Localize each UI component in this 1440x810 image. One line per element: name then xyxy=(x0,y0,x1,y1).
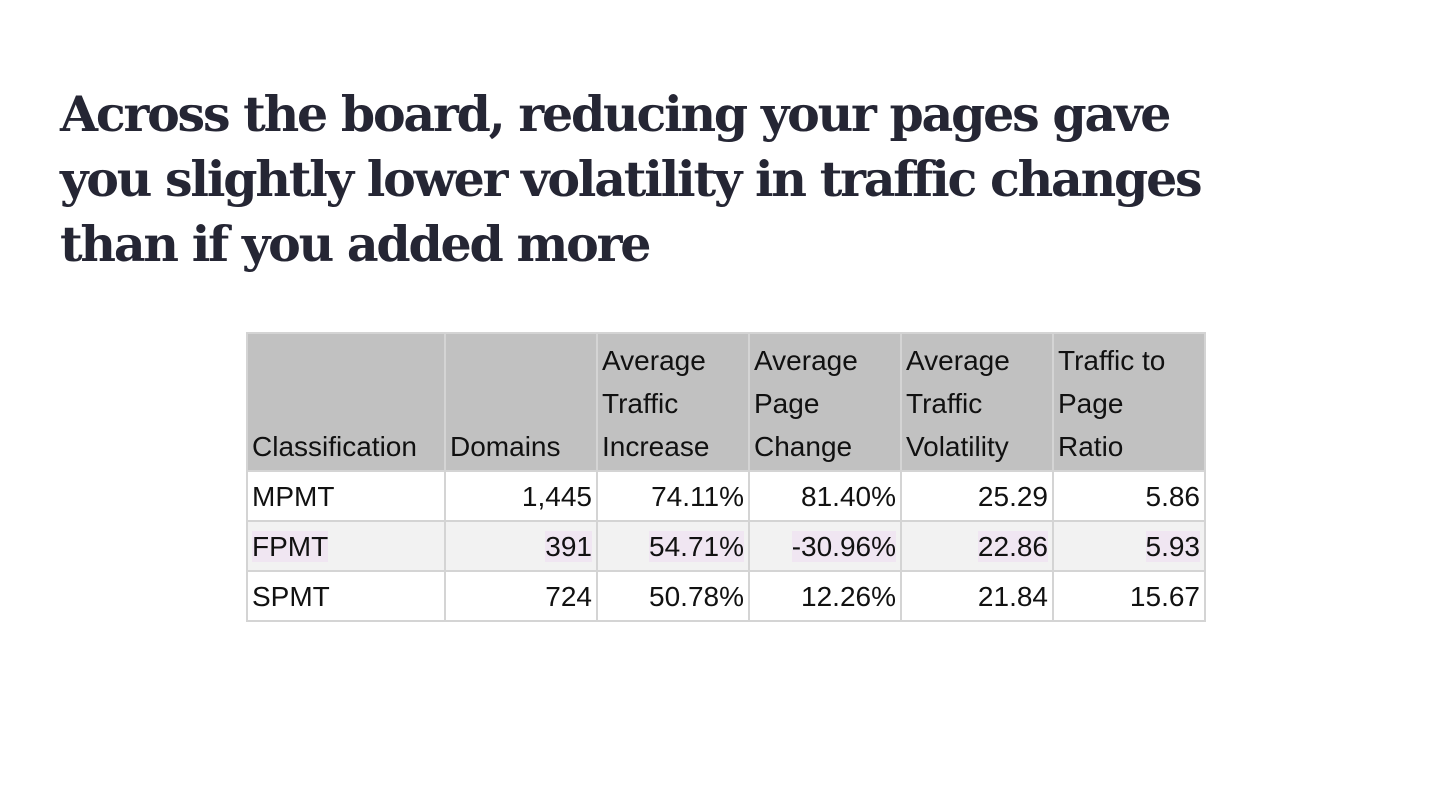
header-line: Traffic xyxy=(906,388,983,419)
cell-traffic-to-page-ratio: 5.86 xyxy=(1052,470,1206,522)
highlighted-value: FPMT xyxy=(252,530,329,562)
highlighted-value: 22.86 xyxy=(977,530,1048,562)
header-avg-page-change: Average Page Change xyxy=(748,332,902,472)
header-line: Average xyxy=(602,345,706,376)
cell-domains: 1,445 xyxy=(444,470,598,522)
cell-avg-traffic-increase: 50.78% xyxy=(596,570,750,622)
header-line: Average xyxy=(906,345,1010,376)
cell-avg-traffic-volatility: 21.84 xyxy=(900,570,1054,622)
header-domains: Domains xyxy=(444,332,598,472)
header-line: Volatility xyxy=(906,431,1009,462)
header-line: Traffic to xyxy=(1058,345,1166,376)
table-row-fpmt: FPMT 391 54.71% -30.96% 22.86 5.93 xyxy=(246,520,1206,572)
header-line: Increase xyxy=(602,431,710,462)
cell-domains: 391 xyxy=(444,520,598,572)
cell-avg-traffic-volatility: 25.29 xyxy=(900,470,1054,522)
cell-avg-page-change: 12.26% xyxy=(748,570,902,622)
header-line: Average xyxy=(754,345,858,376)
highlighted-value: 391 xyxy=(545,530,592,562)
header-avg-traffic-volatility: Average Traffic Volatility xyxy=(900,332,1054,472)
header-line: Page xyxy=(1058,388,1124,419)
cell-avg-traffic-increase: 54.71% xyxy=(596,520,750,572)
highlighted-value: 5.93 xyxy=(1145,530,1200,562)
table-header-row: Classification Domains Average Traffic Inc… xyxy=(246,332,1206,472)
header-classification: Classification xyxy=(246,332,446,472)
cell-traffic-to-page-ratio: 5.93 xyxy=(1052,520,1206,572)
highlighted-value: 54.71% xyxy=(649,530,744,562)
cell-avg-page-change: 81.40% xyxy=(748,470,902,522)
header-line: Change xyxy=(754,431,853,462)
header-avg-traffic-increase: Average Traffic Increase xyxy=(596,332,750,472)
cell-avg-traffic-increase: 74.11% xyxy=(596,470,750,522)
slide-title: Across the board, reducing your pages ga… xyxy=(60,85,1203,273)
data-table: Classification Domains Average Traffic Inc… xyxy=(246,332,1206,622)
header-line: Ratio xyxy=(1058,431,1124,462)
highlighted-value: -30.96% xyxy=(791,530,896,562)
header-classification-label: Classification xyxy=(252,431,417,462)
cell-classification: SPMT xyxy=(246,570,446,622)
header-domains-label: Domains xyxy=(450,431,561,462)
table-row-mpmt: MPMT 1,445 74.11% 81.40% 25.29 5.86 xyxy=(246,470,1206,522)
cell-avg-traffic-volatility: 22.86 xyxy=(900,520,1054,572)
cell-traffic-to-page-ratio: 15.67 xyxy=(1052,570,1206,622)
header-line: Page xyxy=(754,388,820,419)
cell-classification: MPMT xyxy=(246,470,446,522)
cell-domains: 724 xyxy=(444,570,598,622)
table-row-spmt: SPMT 724 50.78% 12.26% 21.84 15.67 xyxy=(246,570,1206,622)
cell-classification: FPMT xyxy=(246,520,446,572)
header-traffic-to-page-ratio: Traffic to Page Ratio xyxy=(1052,332,1206,472)
header-line: Traffic xyxy=(602,388,679,419)
cell-avg-page-change: -30.96% xyxy=(748,520,902,572)
